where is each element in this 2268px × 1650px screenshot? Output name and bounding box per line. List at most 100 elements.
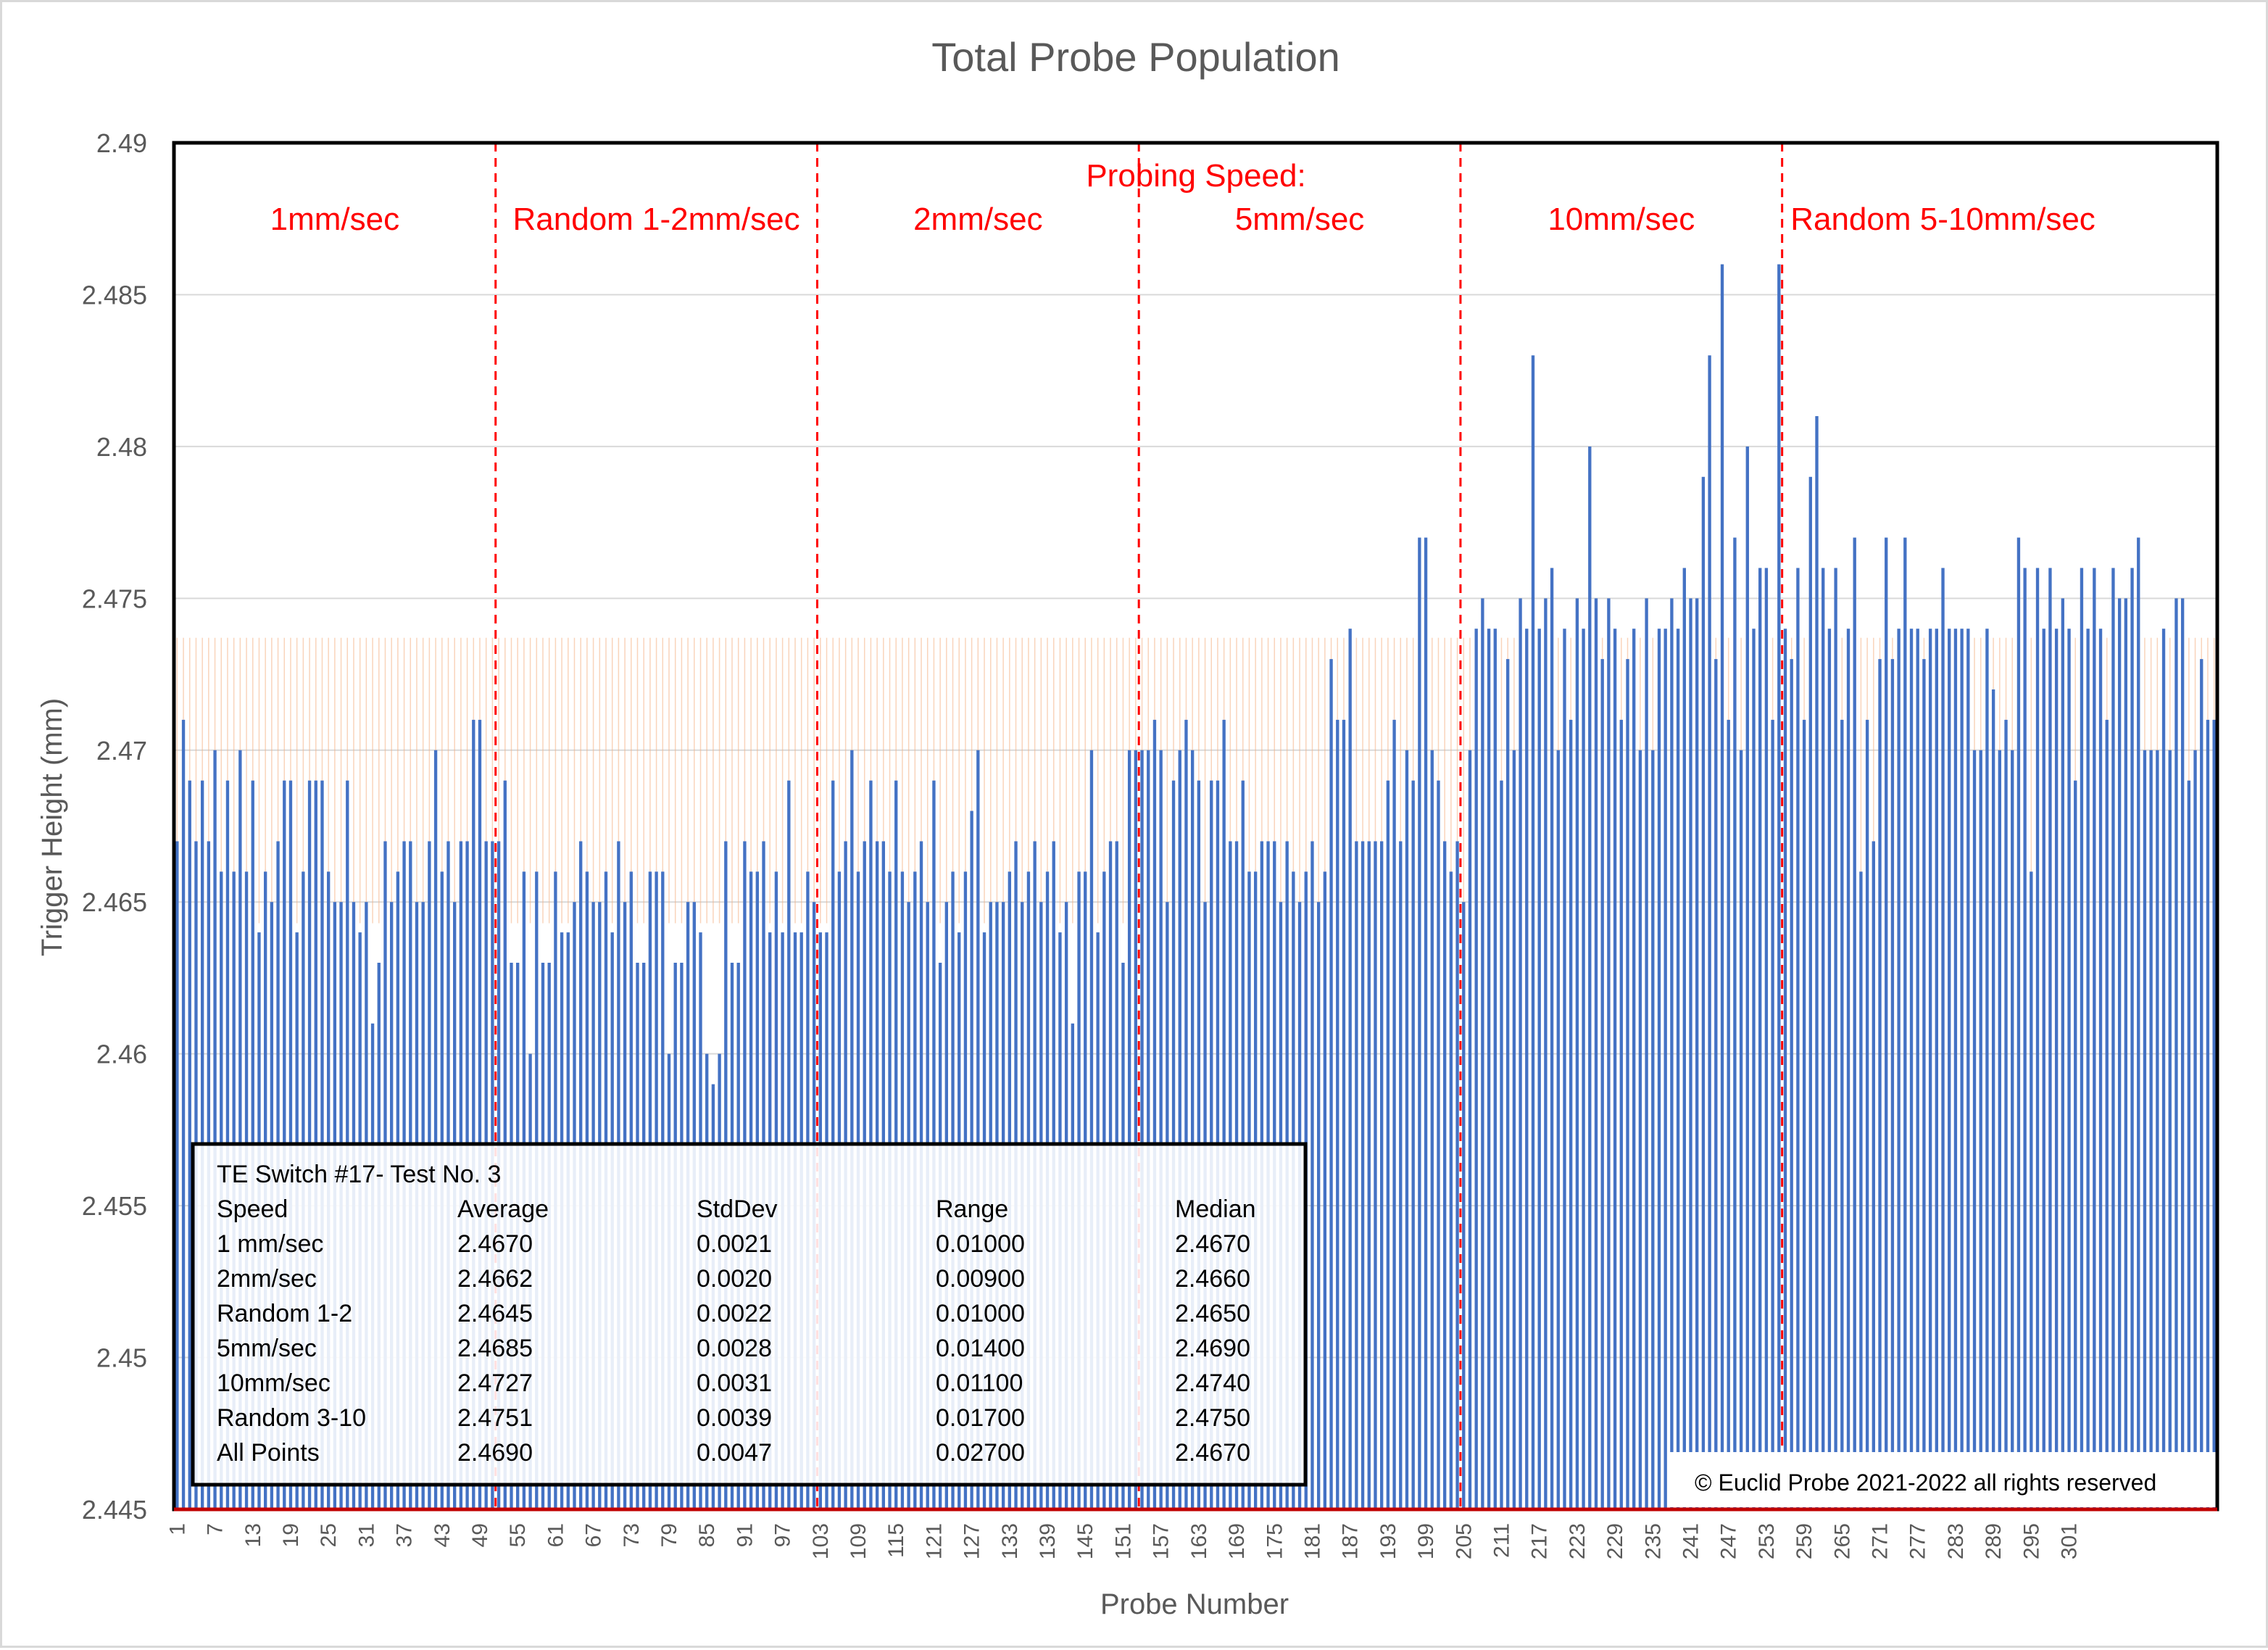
- stats-cell: 2.4690: [1175, 1335, 1250, 1362]
- section-label: 10mm/sec: [1548, 202, 1695, 237]
- stats-header: Median: [1175, 1195, 1256, 1223]
- y-tick-label: 2.465: [82, 887, 147, 917]
- stats-cell: 0.01700: [936, 1404, 1025, 1432]
- x-tick-label: 175: [1263, 1523, 1287, 1559]
- x-tick-label: 187: [1339, 1523, 1363, 1559]
- bar: [2035, 568, 2040, 1509]
- bar: [1525, 629, 1529, 1510]
- bar: [1878, 659, 1882, 1509]
- probing-speed-header: Probing Speed:: [1086, 158, 1305, 194]
- bar: [1771, 719, 1774, 1509]
- bar: [1544, 598, 1548, 1510]
- y-tick-label: 2.46: [96, 1040, 147, 1069]
- bar: [1607, 598, 1611, 1510]
- bar: [1998, 750, 2002, 1509]
- x-tick-label: 49: [468, 1523, 492, 1547]
- bar: [2180, 598, 2185, 1510]
- x-tick-labels: 1 7 13 19 25 31 37 43 49 55 61 67 73 79 85 91 97 103 109 11…: [165, 1523, 2081, 1559]
- bar: [1140, 750, 1144, 1509]
- bar: [2054, 629, 2059, 1510]
- bar: [2117, 598, 2122, 1510]
- bar: [2048, 568, 2052, 1509]
- y-axis-title: Trigger Height (mm): [36, 698, 68, 956]
- bar: [2004, 719, 2008, 1509]
- stats-cell: 0.0028: [697, 1335, 772, 1362]
- x-tick-label: 241: [1679, 1523, 1703, 1559]
- bar: [1399, 841, 1403, 1509]
- bar: [1379, 841, 1384, 1509]
- x-tick-label: 127: [960, 1523, 984, 1559]
- stats-cell: 0.01000: [936, 1300, 1025, 1327]
- x-tick-label: 73: [620, 1523, 644, 1547]
- bar: [2111, 568, 2115, 1509]
- bar: [1575, 598, 1579, 1510]
- stats-header: Range: [936, 1195, 1008, 1223]
- bar: [1147, 750, 1150, 1509]
- y-tick-label: 2.445: [82, 1495, 147, 1525]
- bar: [1733, 537, 1737, 1509]
- y-tick-label: 2.485: [82, 280, 147, 310]
- bar: [1632, 629, 1636, 1510]
- bar: [2200, 659, 2203, 1509]
- bar: [1159, 750, 1163, 1509]
- x-tick-label: 169: [1225, 1523, 1249, 1559]
- x-tick-label: 37: [393, 1523, 417, 1547]
- bar: [2067, 629, 2071, 1510]
- bar: [1966, 629, 1970, 1510]
- bar: [1563, 629, 1566, 1510]
- bar: [1916, 629, 1919, 1510]
- x-tick-label: 265: [1830, 1523, 1854, 1559]
- bar: [2011, 750, 2014, 1509]
- bar: [1134, 750, 1138, 1509]
- bar: [1935, 629, 1938, 1510]
- stats-cell: 0.0022: [697, 1300, 772, 1327]
- bar: [1184, 719, 1188, 1509]
- bar: [1941, 568, 1945, 1509]
- bar: [1537, 629, 1541, 1510]
- y-tick-label: 2.49: [96, 128, 147, 158]
- bar: [976, 750, 980, 1509]
- bar: [1972, 750, 1977, 1509]
- bar: [1152, 719, 1157, 1509]
- bar: [2212, 719, 2216, 1509]
- bar: [1500, 780, 1503, 1509]
- x-tick-label: 91: [733, 1523, 757, 1547]
- bar: [2093, 568, 2096, 1509]
- bar: [1663, 629, 1667, 1510]
- stats-cell: 1 mm/sec: [217, 1230, 323, 1258]
- bar: [1619, 719, 1623, 1509]
- bar: [1310, 841, 1314, 1509]
- bar: [1437, 780, 1440, 1509]
- stats-cell: 2.4727: [457, 1369, 533, 1397]
- x-tick-label: 103: [809, 1523, 833, 1559]
- bar: [1638, 750, 1642, 1509]
- bar: [2156, 750, 2159, 1509]
- bar: [1582, 629, 1585, 1510]
- x-tick-label: 259: [1793, 1523, 1816, 1559]
- bar: [1405, 750, 1409, 1509]
- x-tick-label: 121: [922, 1523, 946, 1559]
- bar: [1796, 568, 1800, 1509]
- bar: [1342, 719, 1346, 1509]
- bar: [1808, 476, 1812, 1509]
- bar: [1815, 416, 1819, 1509]
- x-tick-label: 217: [1528, 1523, 1552, 1559]
- bar: [2174, 598, 2178, 1510]
- bar: [1361, 841, 1365, 1509]
- bar: [1613, 629, 1617, 1510]
- section-label: 2mm/sec: [913, 202, 1042, 237]
- bar: [213, 750, 217, 1509]
- x-tick-label: 283: [1944, 1523, 1968, 1559]
- bar: [1897, 629, 1901, 1510]
- bar: [1481, 598, 1484, 1510]
- y-tick-label: 2.47: [96, 736, 147, 766]
- bar: [2016, 537, 2021, 1509]
- bar: [1190, 750, 1195, 1509]
- x-tick-label: 235: [1641, 1523, 1665, 1559]
- stats-cell: 2.4650: [1175, 1300, 1250, 1327]
- stats-cell: 0.0039: [697, 1404, 772, 1432]
- bar: [2086, 629, 2090, 1510]
- stats-cell: Random 1-2: [217, 1300, 352, 1327]
- bar: [1386, 780, 1390, 1509]
- bar: [2080, 568, 2084, 1509]
